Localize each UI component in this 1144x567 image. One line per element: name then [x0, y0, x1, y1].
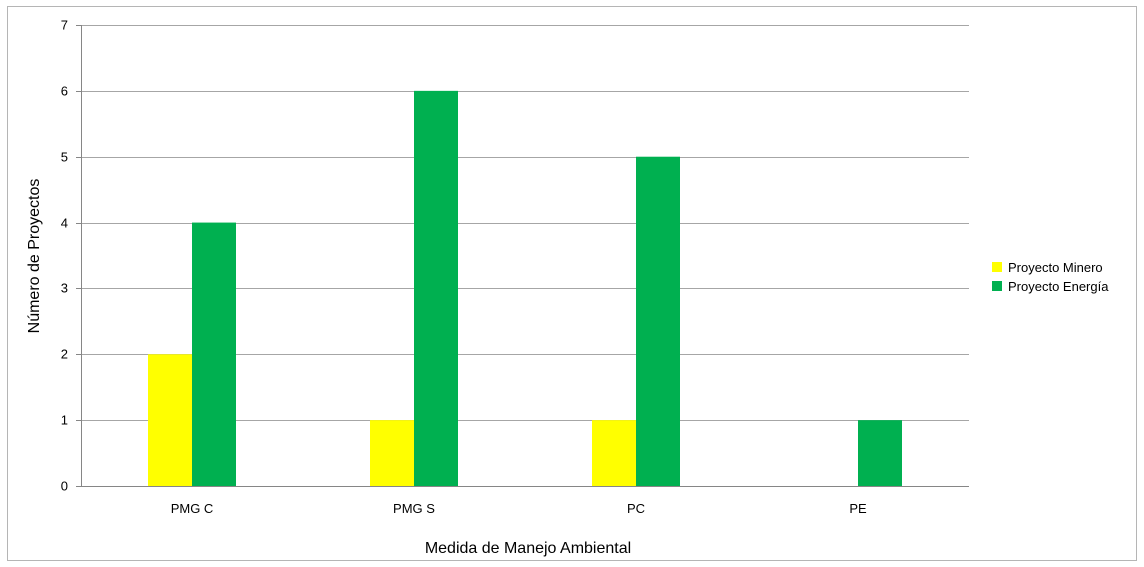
y-tick-label: 5	[61, 150, 68, 165]
x-tick-label: PE	[849, 501, 867, 516]
legend-label: Proyecto Energía	[1008, 279, 1109, 294]
y-tick-label: 7	[61, 18, 68, 33]
axes	[81, 25, 969, 487]
bar-energia	[636, 156, 680, 486]
bar-minero	[592, 420, 636, 486]
y-tick-label: 2	[61, 347, 68, 362]
x-tick-label: PMG S	[393, 501, 435, 516]
legend-swatch	[992, 281, 1002, 291]
bar-energia	[192, 222, 236, 487]
x-tick-label: PC	[627, 501, 645, 516]
y-tick-label: 4	[61, 216, 68, 231]
y-tick-label: 0	[61, 479, 68, 494]
bar-energia	[858, 420, 902, 486]
y-tick-label: 3	[61, 281, 68, 296]
y-axis-title: Número de Proyectos	[26, 179, 43, 334]
y-tick-label: 1	[61, 413, 68, 428]
legend: Proyecto Minero Proyecto Energía	[992, 260, 1109, 294]
bar-minero	[148, 354, 192, 486]
y-tick-label: 6	[61, 84, 68, 99]
bar-energia	[414, 90, 458, 486]
bars	[148, 90, 902, 487]
y-tick-labels: 0 1 2 3 4 5 6 7	[61, 18, 68, 494]
legend-swatch	[992, 262, 1002, 272]
x-axis-title: Medida de Manejo Ambiental	[425, 540, 631, 557]
bar-minero	[370, 420, 414, 486]
legend-label: Proyecto Minero	[1008, 260, 1103, 275]
x-tick-labels: PMG C PMG S PC PE	[171, 501, 867, 516]
x-tick-label: PMG C	[171, 501, 214, 516]
